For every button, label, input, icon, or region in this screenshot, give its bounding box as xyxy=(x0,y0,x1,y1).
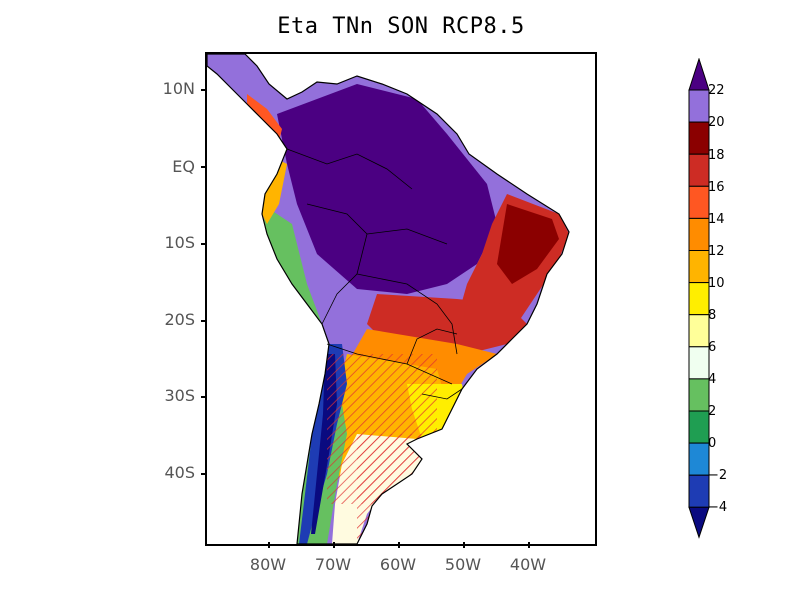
colorbar-segment xyxy=(688,346,710,380)
colorbar-label-8: 8 xyxy=(708,308,717,323)
colorbar xyxy=(688,58,710,539)
south-america-map xyxy=(207,54,570,544)
lat-label-20s: 20S xyxy=(164,310,195,329)
colorbar-label-minus4: −4 xyxy=(708,500,728,515)
colorbar-segment xyxy=(688,442,710,476)
lat-tick xyxy=(201,396,207,398)
colorbar-top-arrow xyxy=(688,58,710,91)
lon-label-50w: 50W xyxy=(444,555,482,574)
country-borders xyxy=(286,148,463,400)
lat-tick xyxy=(201,89,207,91)
colorbar-label-minus2: −2 xyxy=(708,468,728,483)
map-fill-layers xyxy=(207,54,569,544)
lon-label-60w: 60W xyxy=(379,555,417,574)
region-northeast-darkred xyxy=(497,204,559,284)
lon-tick xyxy=(463,542,465,548)
colorbar-segment xyxy=(688,121,710,155)
colorbar-label-10: 10 xyxy=(708,276,725,291)
lon-tick xyxy=(398,542,400,548)
lat-label-30s: 30S xyxy=(164,386,195,405)
colorbar-label-14: 14 xyxy=(708,212,725,227)
significance-hatching-south xyxy=(357,434,427,544)
lat-label-10s: 10S xyxy=(164,233,195,252)
colorbar-segment xyxy=(688,250,710,284)
colorbar-segment xyxy=(688,378,710,412)
lat-label-10n: 10N xyxy=(162,79,195,98)
lon-tick xyxy=(333,542,335,548)
colorbar-segment xyxy=(688,314,710,348)
colorbar-label-2: 2 xyxy=(708,404,717,419)
colorbar-segment xyxy=(688,217,710,251)
lat-label-eq: EQ xyxy=(172,157,195,176)
colorbar-label-18: 18 xyxy=(708,148,725,163)
region-north-andes-green xyxy=(262,204,322,329)
lon-tick xyxy=(528,542,530,548)
colorbar-segment xyxy=(688,185,710,219)
map-panel xyxy=(205,52,597,546)
lat-tick xyxy=(201,243,207,245)
lon-label-80w: 80W xyxy=(249,555,287,574)
colorbar-segment xyxy=(688,89,710,123)
colorbar-segment xyxy=(688,282,710,316)
colorbar-segment xyxy=(688,474,710,508)
lon-label-40w: 40W xyxy=(509,555,547,574)
colorbar-label-22: 22 xyxy=(708,83,725,98)
colorbar-label-12: 12 xyxy=(708,244,725,259)
lon-tick xyxy=(268,542,270,548)
colorbar-bottom-arrow xyxy=(688,506,710,539)
lat-tick xyxy=(201,320,207,322)
colorbar-segment xyxy=(688,410,710,444)
coastline xyxy=(207,54,570,544)
lat-label-40s: 40S xyxy=(164,463,195,482)
colorbar-label-4: 4 xyxy=(708,372,717,387)
colorbar-segment xyxy=(688,153,710,187)
region-deep-purple xyxy=(277,84,497,294)
colorbar-label-20: 20 xyxy=(708,115,725,130)
colorbar-label-6: 6 xyxy=(708,340,717,355)
colorbar-label-16: 16 xyxy=(708,180,725,195)
lat-tick xyxy=(201,166,207,168)
lat-tick xyxy=(201,473,207,475)
colorbar-label-0: 0 xyxy=(708,436,717,451)
map-title: Eta TNn SON RCP8.5 xyxy=(277,14,525,39)
lon-label-70w: 70W xyxy=(314,555,352,574)
